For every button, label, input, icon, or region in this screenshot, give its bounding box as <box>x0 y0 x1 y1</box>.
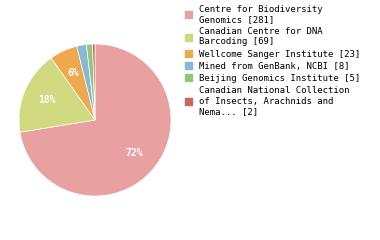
Text: 18%: 18% <box>38 95 56 105</box>
Wedge shape <box>51 46 95 120</box>
Text: 72%: 72% <box>125 149 143 158</box>
Wedge shape <box>93 44 95 120</box>
Text: 6%: 6% <box>68 68 79 78</box>
Legend: Centre for Biodiversity
Genomics [281], Canadian Centre for DNA
Barcoding [69], : Centre for Biodiversity Genomics [281], … <box>185 5 361 116</box>
Wedge shape <box>77 44 95 120</box>
Wedge shape <box>20 44 171 196</box>
Wedge shape <box>19 58 95 132</box>
Wedge shape <box>86 44 95 120</box>
